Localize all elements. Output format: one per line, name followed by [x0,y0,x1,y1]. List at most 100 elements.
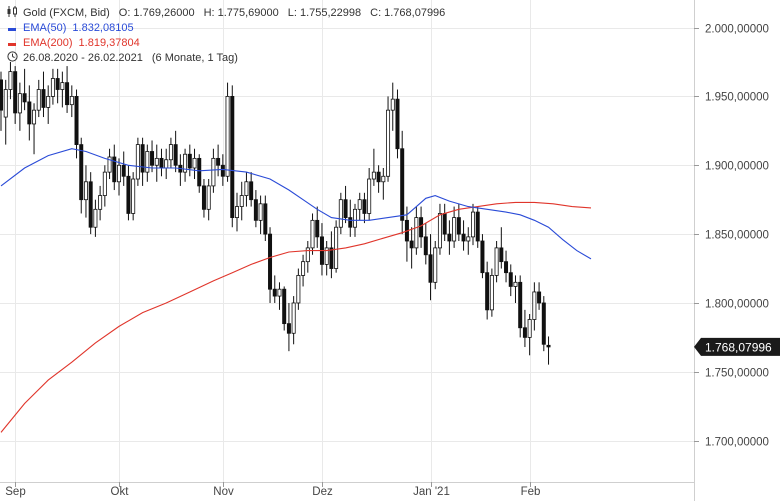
candle [258,195,263,235]
x-tick-label: Sep [5,486,25,498]
candle [277,282,282,310]
candle [272,275,277,303]
candle [301,254,306,287]
candle-body-down [173,144,178,166]
candle [452,206,457,248]
candle-body-down [27,101,32,125]
candle [348,199,353,237]
candle-body-down [541,302,546,345]
candle-body-up [437,213,442,249]
candle [220,154,225,186]
candle-body-up [8,71,13,90]
candle [253,190,258,228]
candle-body-up [258,203,263,221]
candle-body-down [197,157,202,187]
candle-body-up [334,226,339,269]
candle [282,286,287,331]
ema50-line [0,148,592,260]
candle [357,192,362,221]
candle [50,68,55,105]
candle-body-down [140,144,145,173]
candle [32,103,37,155]
ema200-line [0,201,592,433]
candle-body-up [310,219,315,249]
candle-body-up [357,199,362,210]
candle-body-up [367,178,372,214]
candle [343,185,348,224]
candle [437,203,442,255]
candle [541,296,546,352]
candle-body-down [263,203,268,235]
candle-body-down [447,233,452,242]
candle [423,223,428,265]
candle-body-down [55,78,60,90]
candle [319,223,324,276]
ema200-label: EMA(200) [23,37,73,49]
candle-body-down [329,247,334,269]
candle [60,71,65,108]
ema50-value: 1.832,08105 [72,22,134,34]
x-tick-label: Okt [111,486,130,498]
candle-body-up [50,78,55,97]
candle [140,137,145,186]
candle [55,68,60,104]
candle-body-down [286,323,291,334]
low-value: 1.755,22998 [299,7,362,19]
legend-instrument-row: Gold (FXCM, Bid) O: 1.769,26000 H: 1.775… [6,5,445,22]
y-tick-label: 1.750,00000 [705,368,769,380]
candle [225,82,230,182]
legend-ema200-row[interactable]: EMA(200) 1.819,37804 [6,36,445,51]
x-axis: Sep Okt Nov Dez Jan '21 Feb [5,482,540,498]
candle [291,296,296,345]
high-label: H: [203,7,215,19]
candle-body-up [277,288,282,297]
last-price-label: 1.768,07996 [705,340,772,354]
candle-body-up [131,178,136,214]
candle [414,206,419,255]
candlestick-icon[interactable] [6,5,18,22]
candle-body-up [352,208,357,228]
candle [230,85,235,228]
candle [102,165,107,207]
candle [98,185,103,221]
candle [150,140,155,173]
candle [69,85,74,118]
candle-body-down [272,288,277,297]
open-value: 1.769,26000 [133,7,195,19]
last-price-tag-shape [694,337,780,356]
candle [513,275,518,303]
y-tick-label: 1.950,00000 [705,92,769,104]
candle [305,241,310,273]
legend-ema50-row[interactable]: EMA(50) 1.832,08105 [6,21,445,36]
candle-body-down [480,240,485,274]
y-axis: 2.000,00000 1.950,00000 1.900,00000 1.850,0… [694,24,769,449]
candle-body-down [475,211,480,242]
candle [168,137,173,169]
candle-body-up [305,247,310,263]
candle-body-up [513,281,518,287]
candle-body-up [296,275,301,304]
candle-body-up [532,291,537,320]
candle-body-down [315,219,320,238]
date-range: 26.08.2020 - 26.02.2021 [23,52,143,64]
candle-body-up [107,156,112,173]
candle [46,85,51,124]
candle [456,203,461,241]
candle-body-down [22,93,27,103]
candle [527,313,532,356]
clock-icon[interactable] [6,50,18,67]
candle [263,195,268,241]
candle [442,203,447,241]
candle [183,148,188,182]
candle-body-up [32,109,37,125]
candle-body-down [428,254,433,283]
candle [178,154,183,186]
candle-body-up [183,153,188,173]
candle [17,82,22,131]
y-tick-label: 1.800,00000 [705,299,769,311]
candle-body-down [41,89,46,108]
candle [518,275,523,338]
candle [65,66,70,113]
candle-body-down [230,96,235,218]
